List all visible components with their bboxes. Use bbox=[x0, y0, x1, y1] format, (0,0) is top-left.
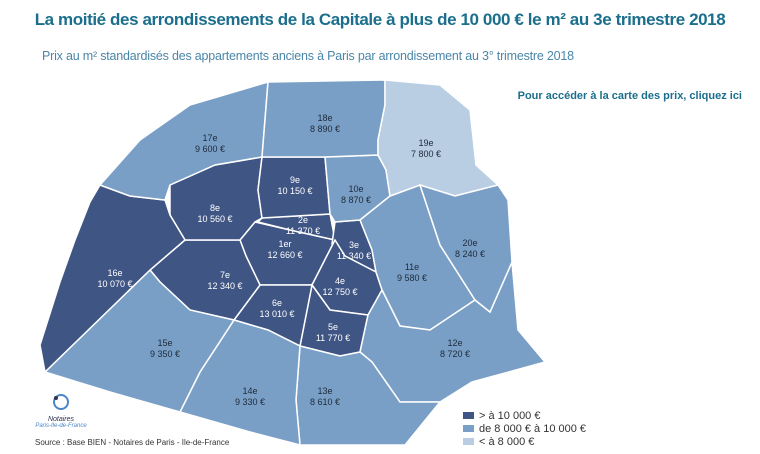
legend: > à 10 000 € de 8 000 € à 10 000 € < à 8… bbox=[463, 409, 586, 448]
legend-swatch bbox=[463, 412, 474, 419]
arrondissement-name-label: 9e bbox=[290, 175, 300, 185]
arrondissement-name-label: 3e bbox=[349, 240, 359, 250]
legend-item-mid: de 8 000 € à 10 000 € bbox=[463, 422, 586, 435]
arrondissement-price-label: 11 770 € bbox=[316, 333, 350, 343]
arrondissement-price-label: 7 800 € bbox=[411, 149, 441, 159]
arrondissement-price-label: 13 010 € bbox=[259, 309, 294, 319]
arrondissement-name-label: 11e bbox=[405, 262, 419, 272]
arrondissement-name-label: 13e bbox=[317, 386, 332, 396]
arrondissement-19e[interactable] bbox=[377, 79, 500, 198]
logo-name: Notaires bbox=[47, 416, 75, 423]
arrondissement-price-label: 11 340 € bbox=[337, 251, 371, 261]
arrondissement-price-label: 11 370 € bbox=[286, 226, 320, 236]
arrondissement-15e[interactable] bbox=[43, 268, 236, 413]
arrondissement-name-label: 10e bbox=[348, 184, 363, 194]
arrondissement-name-label: 20e bbox=[462, 238, 477, 248]
arrondissement-name-label: 12e bbox=[447, 338, 462, 348]
legend-swatch bbox=[463, 425, 474, 432]
legend-label: < à 8 000 € bbox=[479, 435, 535, 448]
arrondissement-name-label: 8e bbox=[210, 203, 220, 213]
arrondissement-price-label: 8 610 € bbox=[310, 397, 340, 407]
legend-swatch bbox=[463, 438, 474, 445]
arrondissement-name-label: 19e bbox=[418, 138, 433, 148]
arrondissement-price-label: 8 240 € bbox=[455, 249, 485, 259]
page-subtitle: Prix au m² standardisés des appartements… bbox=[42, 49, 574, 63]
arrondissement-name-label: 4e bbox=[335, 276, 345, 286]
arrondissement-price-label: 9 600 € bbox=[195, 144, 225, 154]
arrondissement-price-label: 10 150 € bbox=[277, 186, 312, 196]
arrondissement-name-label: 14e bbox=[242, 386, 257, 396]
arrondissement-price-label: 10 070 € bbox=[97, 279, 132, 289]
logo-icon bbox=[53, 394, 69, 410]
notaires-logo: Notaires Paris-Ile-de-France bbox=[34, 392, 88, 429]
arrondissement-17e[interactable] bbox=[98, 80, 269, 201]
arrondissement-name-label: 5e bbox=[328, 322, 338, 332]
arrondissement-price-label: 9 350 € bbox=[150, 349, 180, 359]
arrondissement-price-label: 8 890 € bbox=[310, 124, 340, 134]
price-map-link[interactable]: Pour accéder à la carte des prix, clique… bbox=[517, 90, 742, 102]
legend-item-low: < à 8 000 € bbox=[463, 435, 586, 448]
arrondissement-name-label: 17e bbox=[202, 133, 217, 143]
page-title: La moitié des arrondissements de la Capi… bbox=[34, 10, 726, 29]
arrondissement-price-label: 12 340 € bbox=[207, 281, 242, 291]
arrondissement-name-label: 16e bbox=[107, 268, 122, 278]
arrondissement-price-label: 10 560 € bbox=[197, 214, 232, 224]
arrondissement-name-label: 7e bbox=[220, 270, 230, 280]
arrondissement-name-label: 1er bbox=[278, 239, 291, 249]
arrondissement-name-label: 6e bbox=[272, 298, 282, 308]
arrondissement-name-label: 18e bbox=[317, 113, 332, 123]
arrondissement-price-label: 8 870 € bbox=[341, 195, 371, 205]
logo-sub: Paris-Ile-de-France bbox=[35, 423, 87, 429]
arrondissement-name-label: 2e bbox=[298, 215, 308, 225]
arrondissement-price-label: 12 660 € bbox=[267, 250, 302, 260]
arrondissement-price-label: 9 580 € bbox=[397, 273, 427, 283]
legend-item-high: > à 10 000 € bbox=[463, 409, 586, 422]
arrondissement-price-label: 8 720 € bbox=[440, 349, 470, 359]
source-note: Source : Base BIEN - Notaires de Paris -… bbox=[35, 438, 230, 447]
arrondissement-name-label: 15e bbox=[157, 338, 172, 348]
legend-label: de 8 000 € à 10 000 € bbox=[479, 422, 587, 435]
arrondissement-20e[interactable] bbox=[418, 183, 513, 314]
legend-label: > à 10 000 € bbox=[479, 409, 541, 422]
arrondissement-price-label: 12 750 € bbox=[322, 287, 357, 297]
arrondissement-price-label: 9 330 € bbox=[235, 397, 265, 407]
